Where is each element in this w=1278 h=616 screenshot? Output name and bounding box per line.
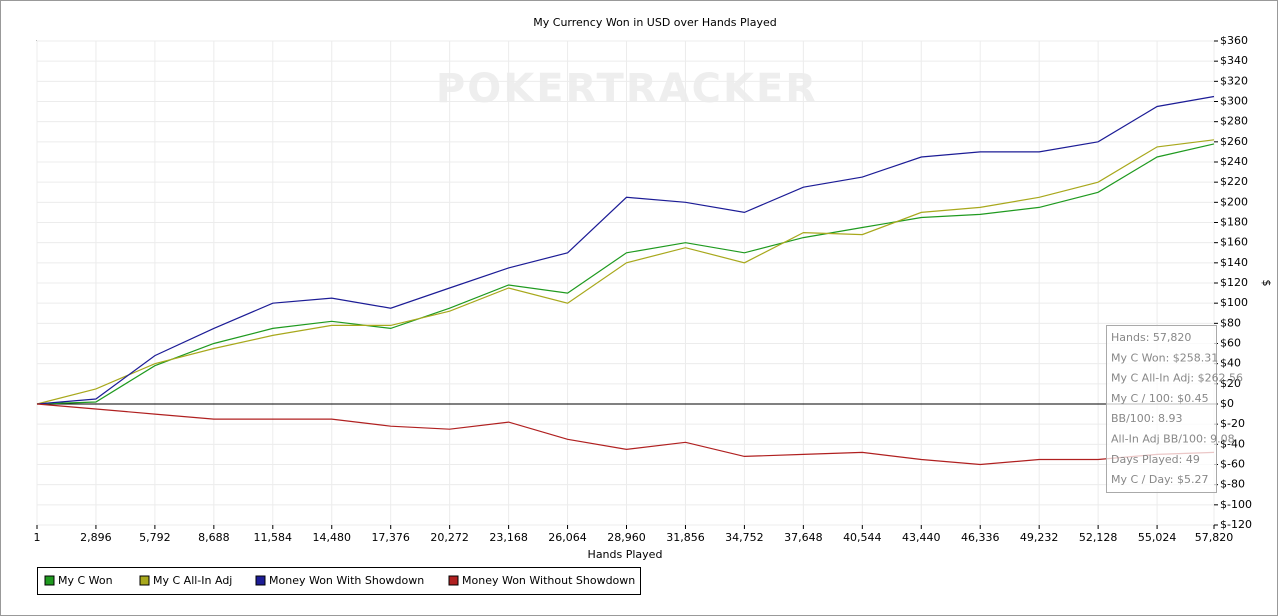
y-tick-label: $120 <box>1220 276 1248 289</box>
y-tick-label: $280 <box>1220 115 1248 128</box>
y-tick-label: $320 <box>1220 74 1248 87</box>
x-tick-label: 17,376 <box>371 531 410 544</box>
y-tick-label: $340 <box>1220 54 1248 67</box>
y-tick-label: $180 <box>1220 216 1248 229</box>
tooltip-line: Hands: 57,820 <box>1111 331 1191 344</box>
x-tick-label: 49,232 <box>1020 531 1059 544</box>
y-tick-label: $-40 <box>1220 437 1245 450</box>
tooltip-line: My C Won: $258.31 <box>1111 351 1218 364</box>
y-axis-label: $ <box>1260 280 1273 287</box>
y-tick-label: $-60 <box>1220 458 1245 471</box>
tooltip-line: All-In Adj BB/100: 9.08 <box>1111 433 1235 446</box>
y-tick-label: $20 <box>1220 377 1241 390</box>
y-tick-label: $-20 <box>1220 417 1245 430</box>
series-line <box>36 143 1215 405</box>
x-tick-label: 20,272 <box>430 531 469 544</box>
y-tick-label: $100 <box>1220 296 1248 309</box>
x-tick-label: 57,820 <box>1195 531 1234 544</box>
y-tick-label: $140 <box>1220 256 1248 269</box>
y-tick-label: $260 <box>1220 135 1248 148</box>
y-tick-label: $-120 <box>1220 518 1252 531</box>
x-tick-label: 26,064 <box>548 531 587 544</box>
legend-swatch <box>448 575 459 586</box>
y-tick-label: $0 <box>1220 397 1234 410</box>
x-tick-label: 55,024 <box>1138 531 1177 544</box>
legend-label: My C Won <box>58 574 113 587</box>
x-tick-label: 11,584 <box>254 531 293 544</box>
x-tick-label: 40,544 <box>843 531 882 544</box>
legend-label: My C All-In Adj <box>153 574 232 587</box>
y-tick-label: $-80 <box>1220 478 1245 491</box>
tooltip-line: BB/100: 8.93 <box>1111 412 1183 425</box>
tooltip-box <box>1106 325 1217 493</box>
y-tick-label: $160 <box>1220 236 1248 249</box>
x-tick-label: 43,440 <box>902 531 941 544</box>
legend-swatch <box>139 575 150 586</box>
x-tick-label: 31,856 <box>666 531 705 544</box>
series-line <box>36 95 1215 405</box>
y-tick-label: $40 <box>1220 357 1241 370</box>
watermark: POKERTRACKER <box>436 66 818 112</box>
series-line <box>36 139 1215 405</box>
x-tick-label: 37,648 <box>784 531 823 544</box>
x-tick-label: 34,752 <box>725 531 764 544</box>
tooltip-line: Days Played: 49 <box>1111 453 1200 466</box>
y-tick-label: $60 <box>1220 337 1241 350</box>
legend-label: Money Won Without Showdown <box>462 574 635 587</box>
y-tick-label: $240 <box>1220 155 1248 168</box>
tooltip-line: My C All-In Adj: $262.56 <box>1111 372 1243 385</box>
x-axis-label: Hands Played <box>588 548 663 561</box>
y-tick-label: $-100 <box>1220 498 1252 511</box>
y-tick-label: $80 <box>1220 316 1241 329</box>
x-tick-label: 28,960 <box>607 531 646 544</box>
chart-title: My Currency Won in USD over Hands Played <box>533 16 776 29</box>
x-tick-label: 5,792 <box>139 531 171 544</box>
x-tick-label: 23,168 <box>489 531 528 544</box>
y-tick-label: $300 <box>1220 95 1248 108</box>
legend-swatch <box>44 575 55 586</box>
legend-swatch <box>255 575 266 586</box>
x-tick-label: 8,688 <box>198 531 230 544</box>
tooltip-line: My C / 100: $0.45 <box>1111 392 1209 405</box>
series-line <box>36 403 1215 466</box>
tooltip-line: My C / Day: $5.27 <box>1111 473 1209 486</box>
y-tick-label: $360 <box>1220 34 1248 47</box>
x-tick-label: 46,336 <box>961 531 1000 544</box>
y-tick-label: $220 <box>1220 175 1248 188</box>
y-tick-label: $200 <box>1220 195 1248 208</box>
x-tick-label: 1 <box>34 531 41 544</box>
x-tick-label: 52,128 <box>1079 531 1118 544</box>
legend <box>37 567 641 595</box>
x-tick-label: 14,480 <box>312 531 351 544</box>
x-tick-label: 2,896 <box>80 531 112 544</box>
legend-label: Money Won With Showdown <box>269 574 424 587</box>
